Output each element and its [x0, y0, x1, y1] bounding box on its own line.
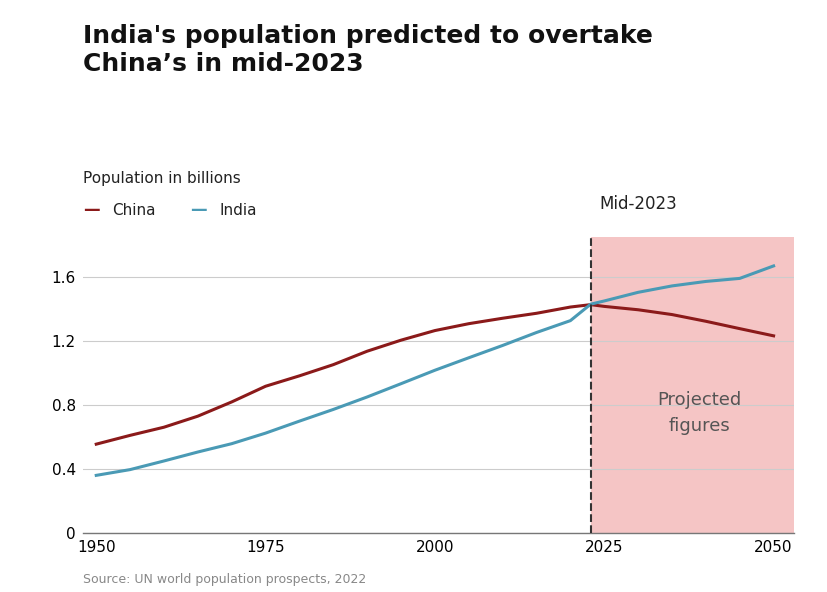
Text: China: China	[112, 202, 155, 218]
Text: —: —	[190, 201, 207, 219]
Text: India's population predicted to overtake
China’s in mid-2023: India's population predicted to overtake…	[83, 24, 653, 76]
Text: —: —	[83, 201, 99, 219]
Text: Projected
figures: Projected figures	[657, 391, 741, 435]
Text: Source: UN world population prospects, 2022: Source: UN world population prospects, 2…	[83, 573, 366, 586]
Text: Mid-2023: Mid-2023	[599, 195, 676, 213]
Text: India: India	[219, 202, 256, 218]
Bar	[590, 237, 794, 533]
Text: Population in billions: Population in billions	[83, 172, 241, 186]
